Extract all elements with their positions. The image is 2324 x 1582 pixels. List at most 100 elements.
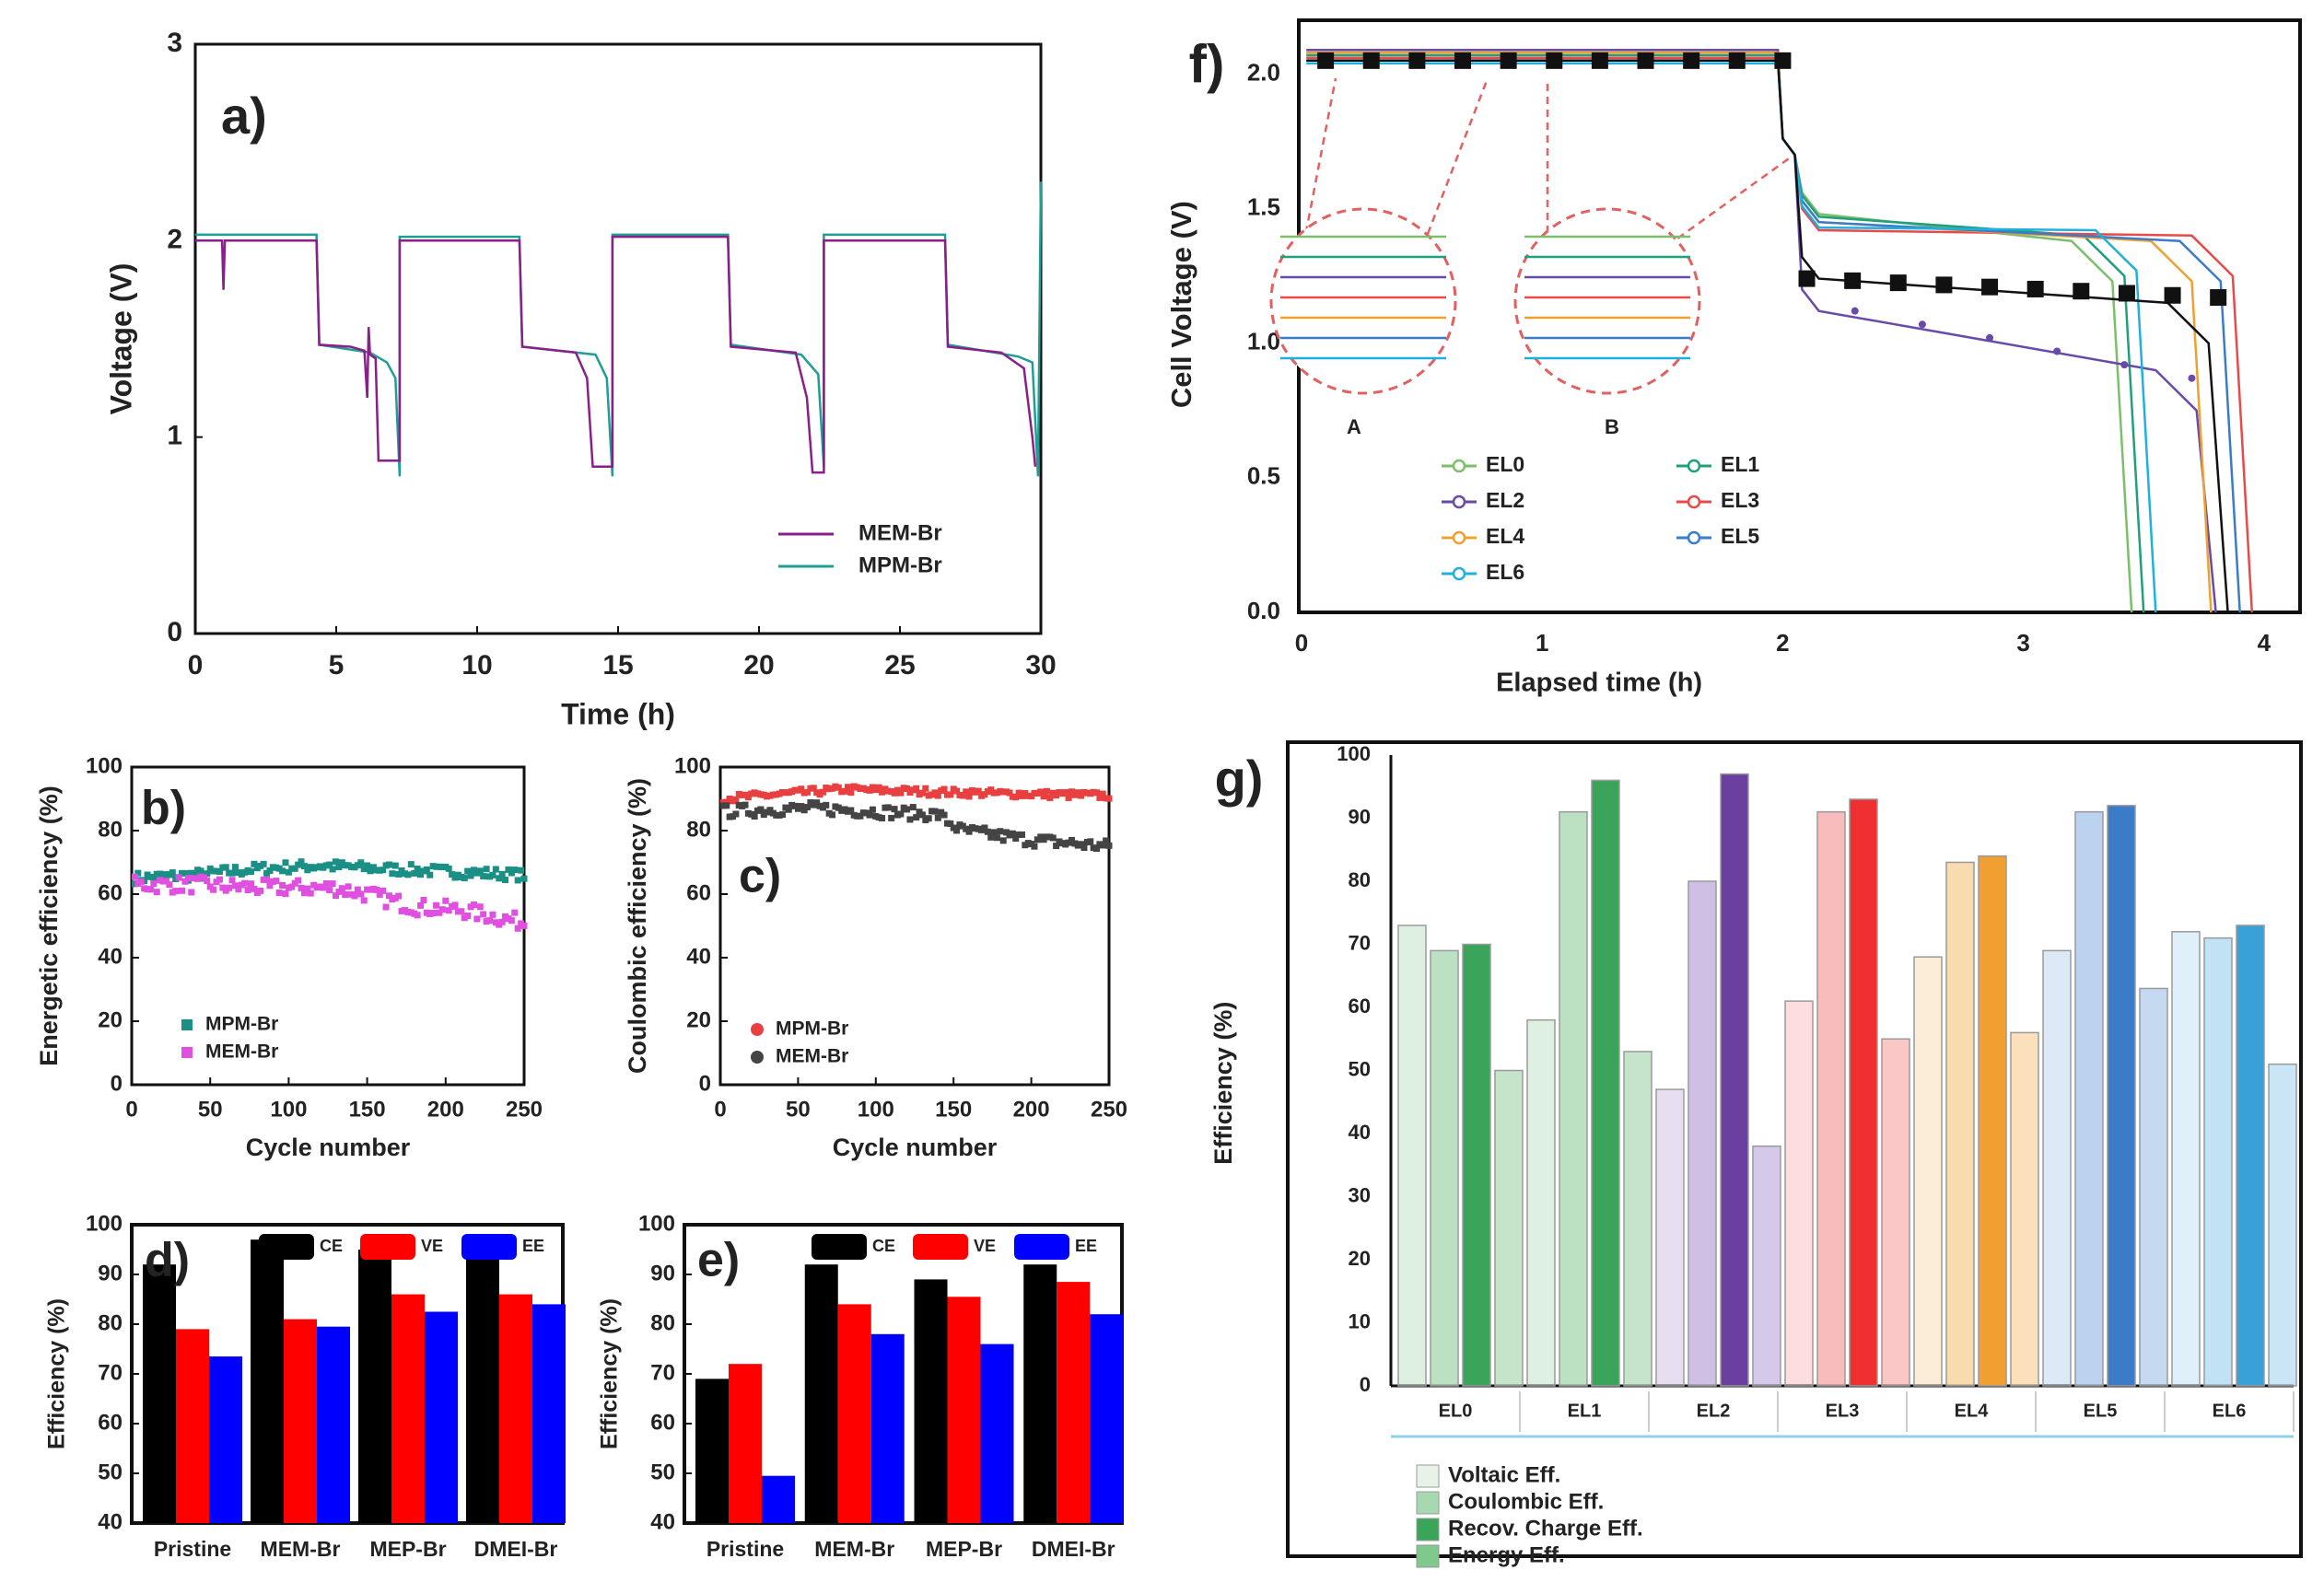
bar-voltaic-eff- [1526, 1018, 1556, 1387]
data-point [940, 785, 948, 793]
legend-swatch [812, 1234, 867, 1260]
data-point [134, 869, 142, 877]
data-point [395, 892, 403, 900]
data-marker [1591, 52, 1608, 69]
series-line-reference [1306, 59, 2229, 613]
data-point [345, 883, 352, 890]
data-point [420, 896, 427, 903]
data-marker [1728, 52, 1746, 69]
data-marker [2210, 289, 2227, 307]
legend-label: Voltaic Eff. [1448, 1462, 1560, 1487]
data-point [798, 803, 805, 810]
data-point [131, 873, 138, 880]
bar-recov--charge-eff- [1720, 773, 1749, 1387]
data-point [146, 886, 154, 893]
legend-label: EL3 [1721, 488, 1759, 512]
category-label: DMEI-Br [474, 1537, 558, 1561]
data-point [244, 887, 251, 894]
data-point [263, 876, 271, 883]
data-point [1105, 842, 1113, 849]
data-marker [1798, 270, 1816, 287]
data-point [779, 811, 787, 819]
legend-label: Coulombic Eff. [1448, 1489, 1604, 1514]
panel-label: f) [1189, 34, 1225, 94]
data-point [804, 788, 812, 796]
data-point [810, 785, 817, 792]
x-tick-label: 100 [270, 1097, 307, 1122]
legend-swatch [259, 1234, 314, 1260]
data-point [1068, 788, 1075, 796]
data-point [511, 867, 519, 874]
data-point [216, 868, 223, 876]
legend-label: EE [522, 1237, 544, 1255]
x-axis-label: Cycle number [833, 1134, 998, 1161]
data-point [857, 812, 864, 820]
data-marker [2188, 374, 2196, 382]
legend-marker [181, 1019, 193, 1030]
legend-label: VE [421, 1237, 443, 1255]
data-marker [1454, 52, 1472, 69]
data-point [1080, 844, 1088, 852]
bar-EE [209, 1356, 242, 1523]
data-point [1062, 789, 1069, 797]
category-label: MEP-Br [369, 1537, 446, 1561]
data-point [360, 897, 368, 904]
data-point [829, 811, 836, 819]
data-point [445, 865, 452, 872]
data-point [1012, 794, 1020, 801]
legend-marker [1452, 530, 1466, 545]
data-point [162, 878, 169, 885]
y-tick-label: 80 [1349, 868, 1371, 891]
data-point [1043, 787, 1050, 795]
data-point [518, 867, 525, 874]
category-label: MEM-Br [814, 1537, 894, 1561]
data-point [216, 876, 223, 883]
data-point [732, 810, 740, 818]
data-point [414, 912, 421, 919]
data-point [953, 787, 961, 795]
legend-marker [751, 1023, 764, 1036]
data-point [869, 806, 876, 813]
data-point [476, 867, 484, 875]
data-point [275, 889, 283, 896]
y-tick-label: 1.0 [1247, 328, 1280, 355]
bar-recov--charge-eff- [1978, 855, 2007, 1387]
data-point [235, 886, 242, 893]
data-point [333, 892, 340, 900]
bar-VE [284, 1319, 317, 1523]
bar-VE [499, 1294, 532, 1523]
data-point [744, 794, 752, 801]
data-point [458, 908, 465, 915]
data-point [904, 806, 911, 813]
legend-swatch [1416, 1464, 1440, 1488]
data-point [841, 787, 848, 795]
bar-CE [358, 1250, 391, 1523]
data-point [1105, 795, 1113, 802]
bar-recov--charge-eff- [1849, 798, 1878, 1387]
category-label: MEP-Br [926, 1537, 1002, 1561]
data-point [987, 833, 995, 841]
y-tick-label: 100 [1337, 742, 1371, 765]
data-marker [1774, 52, 1792, 69]
y-tick-label: 40 [98, 944, 123, 969]
bar-EE [425, 1311, 458, 1523]
data-marker [1918, 320, 1926, 329]
zoom-guide [1302, 77, 1337, 247]
panel-label: c) [739, 850, 781, 903]
x-tick-label: 0 [714, 1097, 726, 1122]
data-point [231, 882, 239, 890]
data-point [835, 784, 842, 791]
data-point [492, 866, 499, 873]
y-tick-label: 50 [98, 1460, 123, 1484]
data-point [742, 801, 749, 808]
legend-swatch [1014, 1234, 1069, 1260]
y-tick-label: 10 [1349, 1309, 1371, 1332]
y-tick-label: 40 [650, 1509, 675, 1534]
x-axis-label: Cycle number [246, 1134, 411, 1161]
data-point [137, 878, 145, 885]
panel-e: 40 50 60 70 80 90 100 Efficiency (%) Pristine MEM… [597, 1211, 1124, 1561]
data-point [866, 811, 873, 819]
data-point [965, 793, 973, 800]
x-tick-label: 0 [125, 1097, 137, 1122]
data-point [520, 922, 528, 929]
